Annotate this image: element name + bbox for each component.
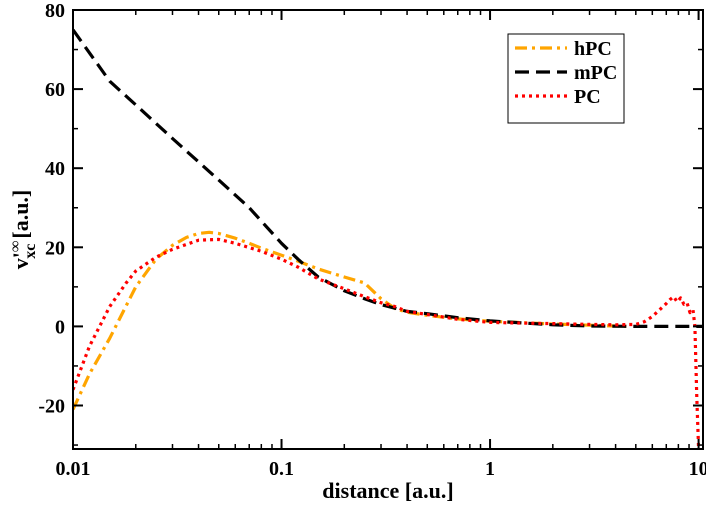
y-tick-label: 80	[45, 0, 65, 22]
x-tick-label: 1	[485, 458, 495, 480]
x-tick-label: 0.01	[56, 458, 91, 480]
y-axis-title-superscript: ∞	[7, 241, 24, 252]
y-axis-title: v'∞xc [a.u.]	[7, 190, 39, 270]
series-line-hpc	[73, 230, 627, 411]
y-tick-label: 60	[45, 79, 65, 101]
y-axis-title-unit: [a.u.]	[8, 190, 33, 239]
y-axis-title-prime: '	[8, 252, 33, 258]
x-axis-title: distance [a.u.]	[322, 478, 453, 503]
y-tick-label: -20	[38, 395, 65, 417]
plot-frame	[72, 9, 704, 450]
series-line-pc	[73, 237, 701, 449]
x-tick-label: 10	[689, 458, 706, 480]
series-line-mpc	[73, 28, 703, 328]
y-tick-label: 40	[45, 158, 65, 180]
y-tick-label: 0	[55, 316, 65, 338]
y-tick-label: 20	[45, 237, 65, 259]
x-tick-label: 0.1	[269, 458, 294, 480]
y-axis-title-base: v	[8, 258, 33, 269]
legend-label-mpc: mPC	[574, 62, 617, 84]
legend-label-pc: PC	[574, 86, 601, 108]
legend-label-hpc: hPC	[574, 38, 612, 60]
series-layer	[73, 28, 703, 449]
y-axis-title-subscript: xc	[22, 244, 39, 259]
legend: hPC mPC PC	[507, 33, 625, 124]
ticks-layer: 0.01 0.1 1 10 -20 0 20 40 60 80	[38, 0, 706, 480]
